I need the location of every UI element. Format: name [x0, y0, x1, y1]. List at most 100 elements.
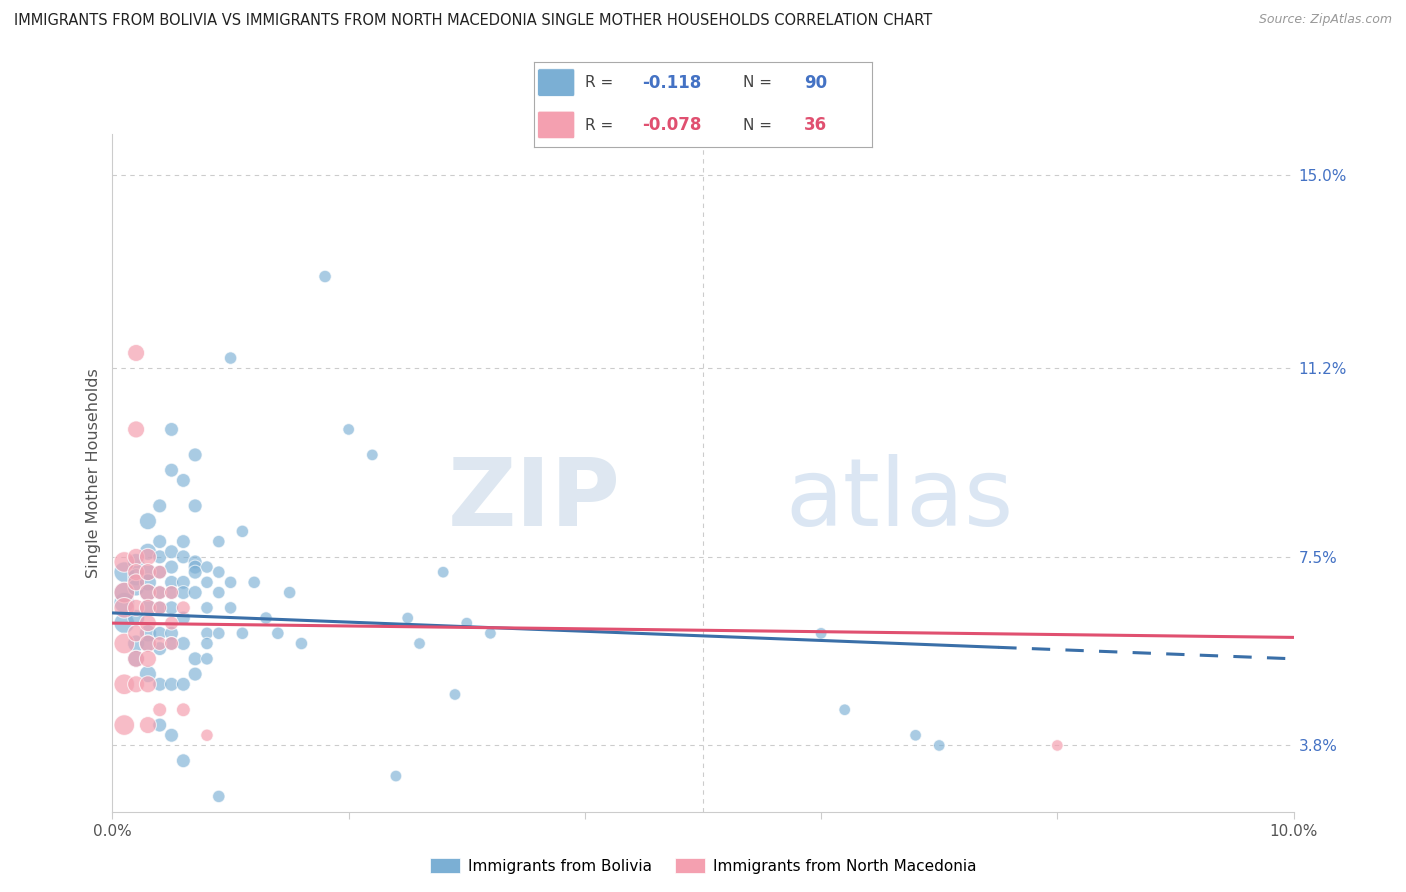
- Point: [184, 560, 207, 574]
- Point: [136, 718, 159, 732]
- Point: [160, 585, 183, 599]
- Point: [160, 422, 183, 436]
- Point: [396, 611, 419, 625]
- Point: [208, 626, 231, 640]
- Point: [208, 585, 231, 599]
- Point: [136, 549, 159, 564]
- Point: [149, 641, 172, 656]
- Point: [136, 677, 159, 691]
- Point: [149, 585, 172, 599]
- Point: [172, 754, 194, 768]
- FancyBboxPatch shape: [537, 112, 575, 139]
- Point: [160, 626, 183, 640]
- Point: [136, 600, 159, 615]
- Point: [125, 565, 148, 579]
- Point: [160, 585, 183, 599]
- Point: [112, 636, 135, 650]
- Point: [136, 565, 159, 579]
- Text: ZIP: ZIP: [447, 454, 620, 546]
- Point: [208, 789, 231, 804]
- Point: [160, 545, 183, 559]
- Point: [112, 616, 135, 631]
- Point: [172, 474, 194, 488]
- Point: [290, 636, 312, 650]
- Point: [136, 616, 159, 631]
- Point: [184, 555, 207, 569]
- Text: 90: 90: [804, 74, 827, 92]
- Point: [219, 351, 242, 365]
- Point: [172, 611, 194, 625]
- Point: [195, 626, 218, 640]
- Point: [184, 652, 207, 666]
- Point: [172, 585, 194, 599]
- Point: [172, 600, 194, 615]
- Point: [432, 565, 454, 579]
- Point: [160, 575, 183, 590]
- Point: [254, 611, 277, 625]
- Point: [479, 626, 502, 640]
- Text: N =: N =: [744, 118, 772, 133]
- Point: [195, 728, 218, 742]
- Point: [136, 514, 159, 528]
- Point: [149, 549, 172, 564]
- Point: [125, 636, 148, 650]
- Point: [231, 626, 253, 640]
- Point: [172, 549, 194, 564]
- Point: [231, 524, 253, 539]
- Point: [243, 575, 266, 590]
- Point: [195, 575, 218, 590]
- Point: [112, 555, 135, 569]
- Point: [149, 600, 172, 615]
- Point: [136, 545, 159, 559]
- Point: [149, 565, 172, 579]
- Legend: Immigrants from Bolivia, Immigrants from North Macedonia: Immigrants from Bolivia, Immigrants from…: [423, 852, 983, 880]
- Point: [172, 636, 194, 650]
- Point: [208, 534, 231, 549]
- Point: [125, 626, 148, 640]
- Text: -0.118: -0.118: [643, 74, 702, 92]
- Point: [125, 652, 148, 666]
- Point: [125, 611, 148, 625]
- Point: [184, 448, 207, 462]
- Point: [125, 555, 148, 569]
- Point: [184, 499, 207, 513]
- Point: [149, 534, 172, 549]
- Point: [361, 448, 384, 462]
- Point: [385, 769, 408, 783]
- Point: [136, 585, 159, 599]
- Point: [172, 575, 194, 590]
- Point: [160, 463, 183, 477]
- Point: [219, 600, 242, 615]
- Point: [195, 560, 218, 574]
- Point: [149, 600, 172, 615]
- Point: [160, 560, 183, 574]
- Point: [125, 346, 148, 360]
- Point: [136, 626, 159, 640]
- Y-axis label: Single Mother Households: Single Mother Households: [86, 368, 101, 578]
- Point: [149, 636, 172, 650]
- Point: [184, 585, 207, 599]
- Point: [112, 585, 135, 599]
- Point: [112, 600, 135, 615]
- Point: [112, 677, 135, 691]
- Point: [125, 575, 148, 590]
- Point: [136, 636, 159, 650]
- Point: [112, 718, 135, 732]
- Point: [172, 703, 194, 717]
- Point: [136, 565, 159, 579]
- Point: [149, 585, 172, 599]
- Point: [267, 626, 290, 640]
- Point: [125, 549, 148, 564]
- Point: [149, 703, 172, 717]
- Point: [444, 688, 467, 702]
- Point: [149, 677, 172, 691]
- Point: [408, 636, 430, 650]
- Point: [219, 575, 242, 590]
- Point: [136, 636, 159, 650]
- Point: [125, 677, 148, 691]
- Point: [125, 422, 148, 436]
- Point: [125, 581, 148, 595]
- Text: IMMIGRANTS FROM BOLIVIA VS IMMIGRANTS FROM NORTH MACEDONIA SINGLE MOTHER HOUSEHO: IMMIGRANTS FROM BOLIVIA VS IMMIGRANTS FR…: [14, 13, 932, 29]
- Point: [112, 565, 135, 579]
- Text: -0.078: -0.078: [643, 116, 702, 134]
